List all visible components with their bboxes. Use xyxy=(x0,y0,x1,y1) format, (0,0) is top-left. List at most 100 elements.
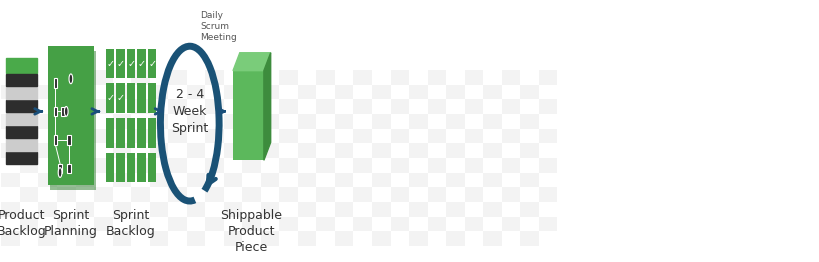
Bar xyxy=(519,114,538,129)
Bar xyxy=(6,87,37,99)
Bar xyxy=(279,99,297,114)
Bar xyxy=(538,158,557,173)
Bar xyxy=(279,187,297,202)
Bar xyxy=(316,70,334,85)
Bar xyxy=(57,129,75,143)
Bar xyxy=(353,129,372,143)
Bar xyxy=(112,202,131,216)
Bar xyxy=(538,70,557,85)
Bar xyxy=(131,187,149,202)
Bar xyxy=(38,173,57,187)
Bar xyxy=(390,70,409,85)
Bar xyxy=(94,99,112,114)
Bar xyxy=(446,231,464,246)
Bar xyxy=(316,129,334,143)
Bar xyxy=(116,49,124,78)
Bar xyxy=(127,118,135,148)
Bar xyxy=(519,85,538,99)
Bar xyxy=(501,99,519,114)
Bar xyxy=(242,99,260,114)
Bar xyxy=(147,152,156,182)
Bar xyxy=(168,129,187,143)
Bar xyxy=(501,129,519,143)
Bar xyxy=(106,152,115,182)
Bar xyxy=(116,118,124,148)
Bar xyxy=(260,202,279,216)
Bar xyxy=(279,158,297,173)
Bar xyxy=(297,143,316,158)
Bar xyxy=(137,152,146,182)
Bar xyxy=(149,85,168,99)
Bar xyxy=(482,202,501,216)
Bar xyxy=(446,173,464,187)
Bar xyxy=(38,202,57,216)
Bar xyxy=(6,113,37,125)
Bar xyxy=(149,173,168,187)
Bar xyxy=(390,158,409,173)
Bar xyxy=(6,58,37,73)
Text: Shippable
Product
Piece: Shippable Product Piece xyxy=(220,209,283,254)
Bar xyxy=(297,85,316,99)
Bar xyxy=(316,216,334,231)
Bar xyxy=(279,129,297,143)
Bar xyxy=(260,114,279,129)
Bar xyxy=(316,158,334,173)
Bar xyxy=(205,216,224,231)
Bar xyxy=(168,158,187,173)
Bar xyxy=(67,135,71,145)
Bar xyxy=(20,129,38,143)
Bar xyxy=(53,135,57,145)
Bar xyxy=(187,231,205,246)
Bar xyxy=(75,173,94,187)
Bar xyxy=(131,99,149,114)
Bar xyxy=(446,202,464,216)
Bar xyxy=(6,139,37,151)
Bar xyxy=(233,71,264,160)
Bar xyxy=(427,99,446,114)
Bar xyxy=(372,173,390,187)
Bar xyxy=(2,85,20,99)
Bar xyxy=(205,129,224,143)
Bar xyxy=(353,99,372,114)
Bar xyxy=(427,129,446,143)
Text: ✓: ✓ xyxy=(106,93,114,103)
Circle shape xyxy=(69,74,73,84)
Bar xyxy=(131,129,149,143)
Bar xyxy=(6,74,37,86)
Bar xyxy=(94,187,112,202)
Bar xyxy=(112,143,131,158)
Bar xyxy=(127,83,135,113)
Bar xyxy=(224,114,242,129)
Bar xyxy=(334,114,353,129)
Bar xyxy=(372,114,390,129)
Bar xyxy=(131,158,149,173)
Bar xyxy=(75,114,94,129)
Bar xyxy=(187,114,205,129)
Text: ✓: ✓ xyxy=(116,58,124,69)
Bar xyxy=(57,99,75,114)
Bar xyxy=(390,129,409,143)
Bar xyxy=(242,70,260,85)
Bar xyxy=(519,173,538,187)
Bar xyxy=(334,231,353,246)
Bar xyxy=(127,152,135,182)
Bar xyxy=(427,70,446,85)
Bar xyxy=(334,143,353,158)
Bar xyxy=(224,143,242,158)
Bar xyxy=(427,158,446,173)
Text: Sprint
Backlog: Sprint Backlog xyxy=(106,209,156,238)
Bar xyxy=(372,85,390,99)
Bar xyxy=(464,216,482,231)
Bar xyxy=(57,70,75,85)
FancyBboxPatch shape xyxy=(49,51,96,190)
Bar xyxy=(390,187,409,202)
Bar xyxy=(205,70,224,85)
Circle shape xyxy=(58,168,62,177)
Bar xyxy=(482,231,501,246)
Bar xyxy=(20,158,38,173)
Bar xyxy=(260,173,279,187)
Bar xyxy=(260,85,279,99)
Bar xyxy=(334,85,353,99)
Bar xyxy=(75,202,94,216)
Bar xyxy=(94,70,112,85)
